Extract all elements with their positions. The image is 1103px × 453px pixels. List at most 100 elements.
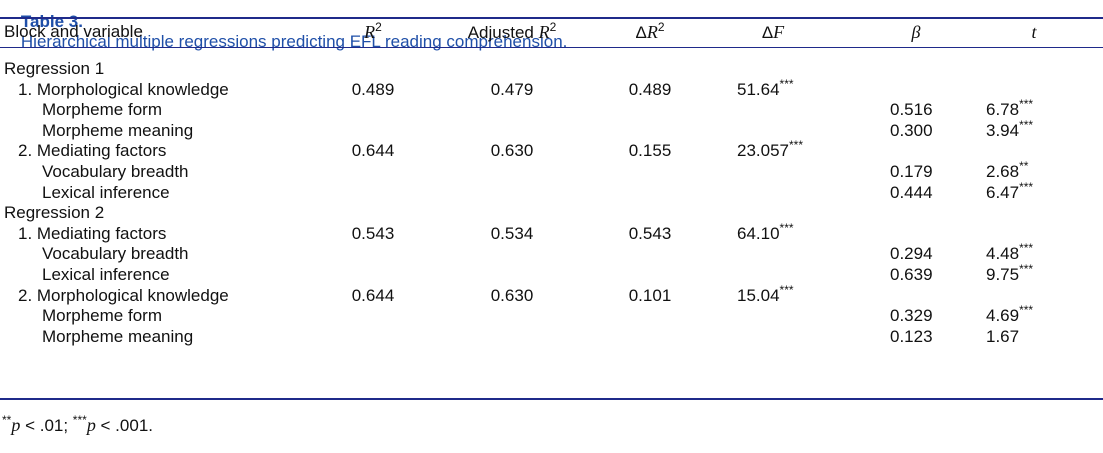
variable-row: Lexical inference xyxy=(42,265,170,285)
cell-value: 1.67 xyxy=(986,326,1020,346)
top-rule xyxy=(0,17,1103,19)
cell: 0.489 xyxy=(629,80,672,100)
variable-name: Morpheme form xyxy=(42,100,162,120)
delta-r2: 0.543 xyxy=(628,223,672,243)
variable-row: Vocabulary breadth xyxy=(42,162,189,182)
block-name: Regression 2 xyxy=(4,203,105,223)
cell-superscript: 2 xyxy=(375,20,382,34)
t-value: 6.78*** xyxy=(986,97,1034,120)
caption-text: Hierarchical multiple regressions predic… xyxy=(20,32,568,51)
cell-superscript: 2 xyxy=(657,20,665,34)
step-name: 1. Mediating factors xyxy=(18,223,167,243)
block-row: Regression 2 xyxy=(4,203,104,223)
variable-name: Morpheme meaning xyxy=(42,326,194,346)
cell: 0.644 xyxy=(352,141,395,161)
cell-value: 4.69 xyxy=(986,306,1020,326)
beta: 0.329 xyxy=(890,306,933,326)
cell-symbol: R xyxy=(364,22,376,42)
cell-value: 51.64 xyxy=(737,79,780,99)
cell-value: 64.10 xyxy=(737,223,780,243)
variable-row: Morpheme form xyxy=(42,100,162,120)
footnote-stars: ** xyxy=(2,413,12,427)
cell-value: 23.057 xyxy=(737,141,789,161)
step-name: 2. Morphological knowledge xyxy=(18,285,229,305)
cell: 0.630 xyxy=(491,286,534,306)
adj-r2: 0.534 xyxy=(490,223,534,243)
table-caption: Table 3. Hierarchical multiple regressio… xyxy=(2,0,567,72)
t-value: 9.75*** xyxy=(986,263,1033,285)
step-name: 2. Mediating factors xyxy=(18,141,167,161)
cell-text: Δ xyxy=(761,23,774,42)
cell-value: 4.48 xyxy=(986,244,1020,264)
beta: 0.300 xyxy=(890,120,933,140)
footnote-stars: *** xyxy=(72,413,87,427)
delta-r2: 0.489 xyxy=(628,79,672,99)
cell-value: 9.75 xyxy=(986,265,1020,284)
beta: 0.123 xyxy=(890,326,933,346)
t-value: 2.68** xyxy=(986,160,1028,182)
t-value: 6.47*** xyxy=(986,179,1034,203)
cell: 0.543 xyxy=(629,224,672,244)
significance: *** xyxy=(789,138,804,153)
delta-r2: 0.155 xyxy=(628,141,672,161)
beta: 0.516 xyxy=(890,100,933,120)
adj-r2: 0.479 xyxy=(490,79,534,99)
significance: *** xyxy=(779,282,794,297)
delta-f: 64.10*** xyxy=(737,220,794,244)
step-row: 2. Mediating factors xyxy=(18,141,166,161)
adj-r2: 0.630 xyxy=(490,141,534,161)
step-name: 1. Morphological knowledge xyxy=(18,79,229,99)
cell: 0.644 xyxy=(352,286,395,306)
block-row: Regression 1 xyxy=(4,59,104,79)
delta-r2: 0.101 xyxy=(628,285,672,305)
variable-name: Morpheme meaning xyxy=(42,120,194,140)
variable-row: Lexical inference xyxy=(42,183,170,203)
footnote-text: < .01; xyxy=(20,416,73,435)
step-row: 1. Mediating factors xyxy=(18,224,166,244)
block-name: Regression 1 xyxy=(4,59,105,78)
beta: 0.294 xyxy=(890,244,933,264)
variable-row: Vocabulary breadth xyxy=(42,244,189,264)
column-header: Block and variable xyxy=(4,22,143,42)
step-row: 2. Morphological knowledge xyxy=(18,286,229,306)
footnote-var: p xyxy=(86,415,96,435)
footnote-text: < .001. xyxy=(95,416,153,435)
cell: 0.329 xyxy=(890,306,933,326)
cell: 0.639 xyxy=(890,265,933,285)
adj-r2: 0.630 xyxy=(490,285,534,305)
column-header: ΔF xyxy=(762,22,784,43)
cell-superscript: 2 xyxy=(549,20,557,34)
significance: *** xyxy=(779,220,794,235)
delta-f: 23.057*** xyxy=(737,138,804,161)
header-rule xyxy=(0,47,1103,48)
cell: 0.123 xyxy=(890,327,933,347)
variable-row: Morpheme meaning xyxy=(42,327,193,347)
r2: 0.644 xyxy=(351,285,395,305)
variable-row: Morpheme form xyxy=(42,306,162,326)
r2: 0.644 xyxy=(351,141,395,161)
cell-value: 6.47 xyxy=(986,182,1020,202)
column-header: R2 xyxy=(364,20,382,43)
cell: 0.294 xyxy=(890,244,933,264)
cell: 0.101 xyxy=(629,286,672,306)
cell-value: 15.04 xyxy=(737,285,780,305)
beta: 0.444 xyxy=(890,182,933,202)
cell: 0.300 xyxy=(890,121,933,141)
cell: 0.630 xyxy=(491,141,534,161)
t-value: 1.67 xyxy=(986,327,1019,347)
cell-value: 3.94 xyxy=(986,120,1020,140)
cell-symbol: R xyxy=(538,22,550,42)
cell-value: 2.68 xyxy=(986,162,1020,181)
significance: *** xyxy=(1019,179,1034,194)
cell: 0.543 xyxy=(352,224,395,244)
t-value: 3.94*** xyxy=(986,119,1033,141)
variable-name: Lexical inference xyxy=(42,265,170,284)
footnote-var: p xyxy=(11,415,21,435)
cell-symbol: R xyxy=(646,22,658,42)
caption-label: Table 3. xyxy=(20,12,83,31)
delta-f: 15.04*** xyxy=(737,282,794,306)
significance: *** xyxy=(1019,97,1034,112)
cell: 0.179 xyxy=(890,162,933,182)
r2: 0.543 xyxy=(351,223,395,243)
